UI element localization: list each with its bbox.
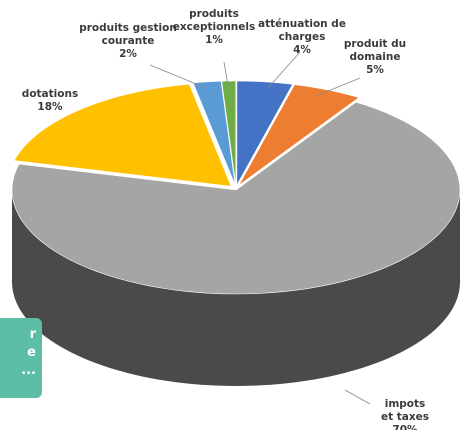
leader-line: [267, 51, 301, 89]
leader-line: [344, 389, 371, 405]
leader-line: [149, 64, 207, 89]
leader-line: [223, 61, 229, 87]
slice-label: produits exceptionnels 1%: [173, 8, 256, 47]
slice-label: dotations 18%: [22, 88, 78, 114]
slice-label: atténuation de charges 4%: [258, 18, 346, 57]
category-label: produits gestion courante: [79, 22, 177, 47]
value-label: 5%: [366, 64, 384, 76]
category-label: impots et taxes: [380, 398, 430, 423]
pie-slice: [13, 83, 232, 187]
pie-slice: [236, 80, 294, 186]
panel-text: r: [29, 327, 36, 342]
pie-slice: [192, 80, 236, 186]
category-label: atténuation de charges: [258, 18, 346, 43]
side-panel: r e...: [0, 318, 42, 398]
panel-text: e: [27, 345, 36, 360]
category-label: dotations: [21, 88, 79, 100]
pie-slice: [238, 84, 360, 186]
slice-label: produit du domaine 5%: [344, 38, 406, 77]
pie-slice: [221, 80, 237, 186]
pie-side: [12, 190, 460, 386]
value-label: 70%: [392, 424, 418, 430]
category-label: produit du domaine: [343, 38, 407, 63]
category-label: produits exceptionnels: [172, 8, 256, 33]
panel-text: ...: [21, 363, 36, 378]
slice-label: produits gestion courante 2%: [79, 22, 177, 61]
pie-slice: [11, 101, 461, 295]
leader-line: [315, 77, 361, 97]
value-label: 18%: [37, 101, 63, 113]
value-label: 1%: [205, 34, 223, 46]
value-label: 4%: [293, 44, 311, 56]
value-label: 2%: [119, 48, 137, 60]
slice-label: impots et taxes 70%: [377, 398, 433, 430]
